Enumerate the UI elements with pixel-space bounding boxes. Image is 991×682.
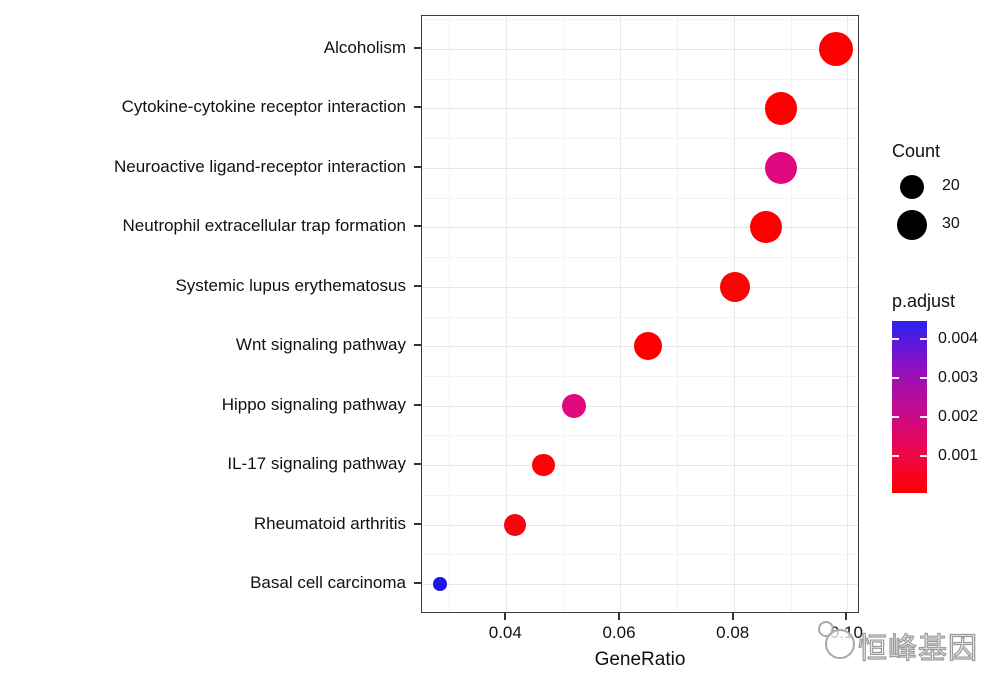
x-axis-tick (618, 613, 620, 620)
x-axis-tick (845, 613, 848, 620)
x-tick-label: 0.08 (716, 623, 750, 642)
padjust-legend-title: p.adjust (892, 291, 956, 311)
gridline-horizontal-major (422, 465, 858, 467)
x-axis-tick (504, 613, 507, 620)
y-axis-label: Neutrophil extracellular trap formation (122, 216, 406, 236)
gridline-horizontal-minor (422, 257, 858, 259)
x-axis-tick (731, 613, 734, 620)
y-axis-label: IL-17 signaling pathway (227, 454, 406, 474)
data-point (764, 151, 798, 185)
gridline-horizontal-major (422, 524, 858, 526)
y-axis-tick (414, 284, 421, 287)
x-tick-label: 0.04 (488, 623, 522, 642)
y-axis-label: Systemic lupus erythematosus (175, 275, 406, 295)
y-axis-tick (414, 403, 421, 406)
count-legend-title: Count (892, 141, 941, 161)
y-axis-label: Alcoholism (323, 38, 406, 57)
data-point (633, 332, 662, 361)
gridline-vertical-major (620, 16, 621, 612)
gridline-horizontal-minor (422, 316, 858, 318)
data-point (561, 393, 586, 418)
colorbar-tick-label: 0.004 (938, 329, 979, 347)
gridline-vertical-major (847, 16, 849, 612)
gridline-horizontal-minor (422, 554, 858, 556)
gridline-horizontal-major (422, 227, 858, 229)
count-legend-dot (900, 175, 924, 199)
y-axis-tick (414, 581, 421, 584)
gridline-horizontal-minor (422, 197, 858, 199)
y-axis-label: Rheumatoid arthritis (253, 513, 406, 533)
data-point (764, 92, 798, 125)
watermark-logo-icon (825, 629, 855, 659)
gridline-horizontal-major (422, 405, 858, 407)
y-axis-tick (414, 225, 421, 228)
gridline-vertical-minor (449, 16, 451, 612)
plot-panel (421, 15, 859, 613)
gridline-horizontal-major (422, 108, 858, 110)
gridline-horizontal-major (422, 286, 858, 288)
y-axis-tick (414, 106, 421, 109)
y-axis-label: Cytokine-cytokine receptor interaction (121, 97, 406, 117)
padjust-colorbar (892, 321, 927, 493)
colorbar-tick (892, 376, 899, 379)
gridline-vertical-minor (563, 16, 565, 612)
colorbar-tick-label: 0.002 (938, 407, 979, 425)
data-point (818, 31, 854, 67)
count-legend-label: 20 (942, 177, 960, 194)
gridline-horizontal-major (422, 167, 858, 169)
colorbar-tick-label: 0.001 (938, 446, 979, 464)
data-point (432, 577, 447, 591)
gridline-horizontal-minor (422, 19, 858, 21)
gridline-vertical-minor (790, 16, 792, 612)
watermark: 恒峰基因 (815, 617, 991, 667)
gridline-horizontal-minor (422, 494, 858, 496)
gridline-horizontal-minor (422, 435, 858, 437)
gridline-vertical-major (733, 16, 735, 612)
x-axis-title: GeneRatio (594, 649, 686, 670)
colorbar-tick-label: 0.003 (938, 368, 979, 386)
colorbar-tick (920, 415, 927, 418)
gridline-horizontal-minor (422, 138, 858, 140)
watermark-text: 恒峰基因 (857, 632, 979, 665)
y-axis-tick (414, 522, 421, 525)
y-axis-tick (414, 463, 421, 466)
y-axis-label: Neuroactive ligand-receptor interaction (114, 156, 406, 176)
y-axis-label: Wnt signaling pathway (235, 335, 406, 355)
data-point (503, 513, 526, 536)
gridline-vertical-minor (676, 16, 678, 612)
colorbar-tick (892, 415, 899, 418)
count-legend-dot (897, 210, 927, 240)
gridline-vertical-major (506, 16, 508, 612)
colorbar-tick (892, 454, 899, 457)
gridline-horizontal-minor (422, 375, 858, 377)
data-point (532, 453, 556, 477)
y-axis-tick (414, 165, 421, 168)
gridline-horizontal-minor (422, 78, 858, 80)
y-axis-label: Basal cell carcinoma (250, 572, 406, 592)
y-axis-label: Hippo signaling pathway (221, 394, 406, 414)
y-axis-tick (414, 47, 421, 49)
data-point (750, 211, 783, 244)
data-point (719, 271, 750, 302)
count-legend-label: 30 (942, 215, 960, 232)
gridline-horizontal-major (422, 49, 858, 50)
gridline-horizontal-major (422, 583, 858, 585)
colorbar-tick (920, 376, 927, 379)
colorbar-tick (892, 337, 899, 340)
y-axis-tick (414, 344, 421, 347)
colorbar-tick (920, 337, 927, 340)
x-tick-label: 0.06 (602, 623, 636, 642)
colorbar-tick (920, 454, 927, 457)
